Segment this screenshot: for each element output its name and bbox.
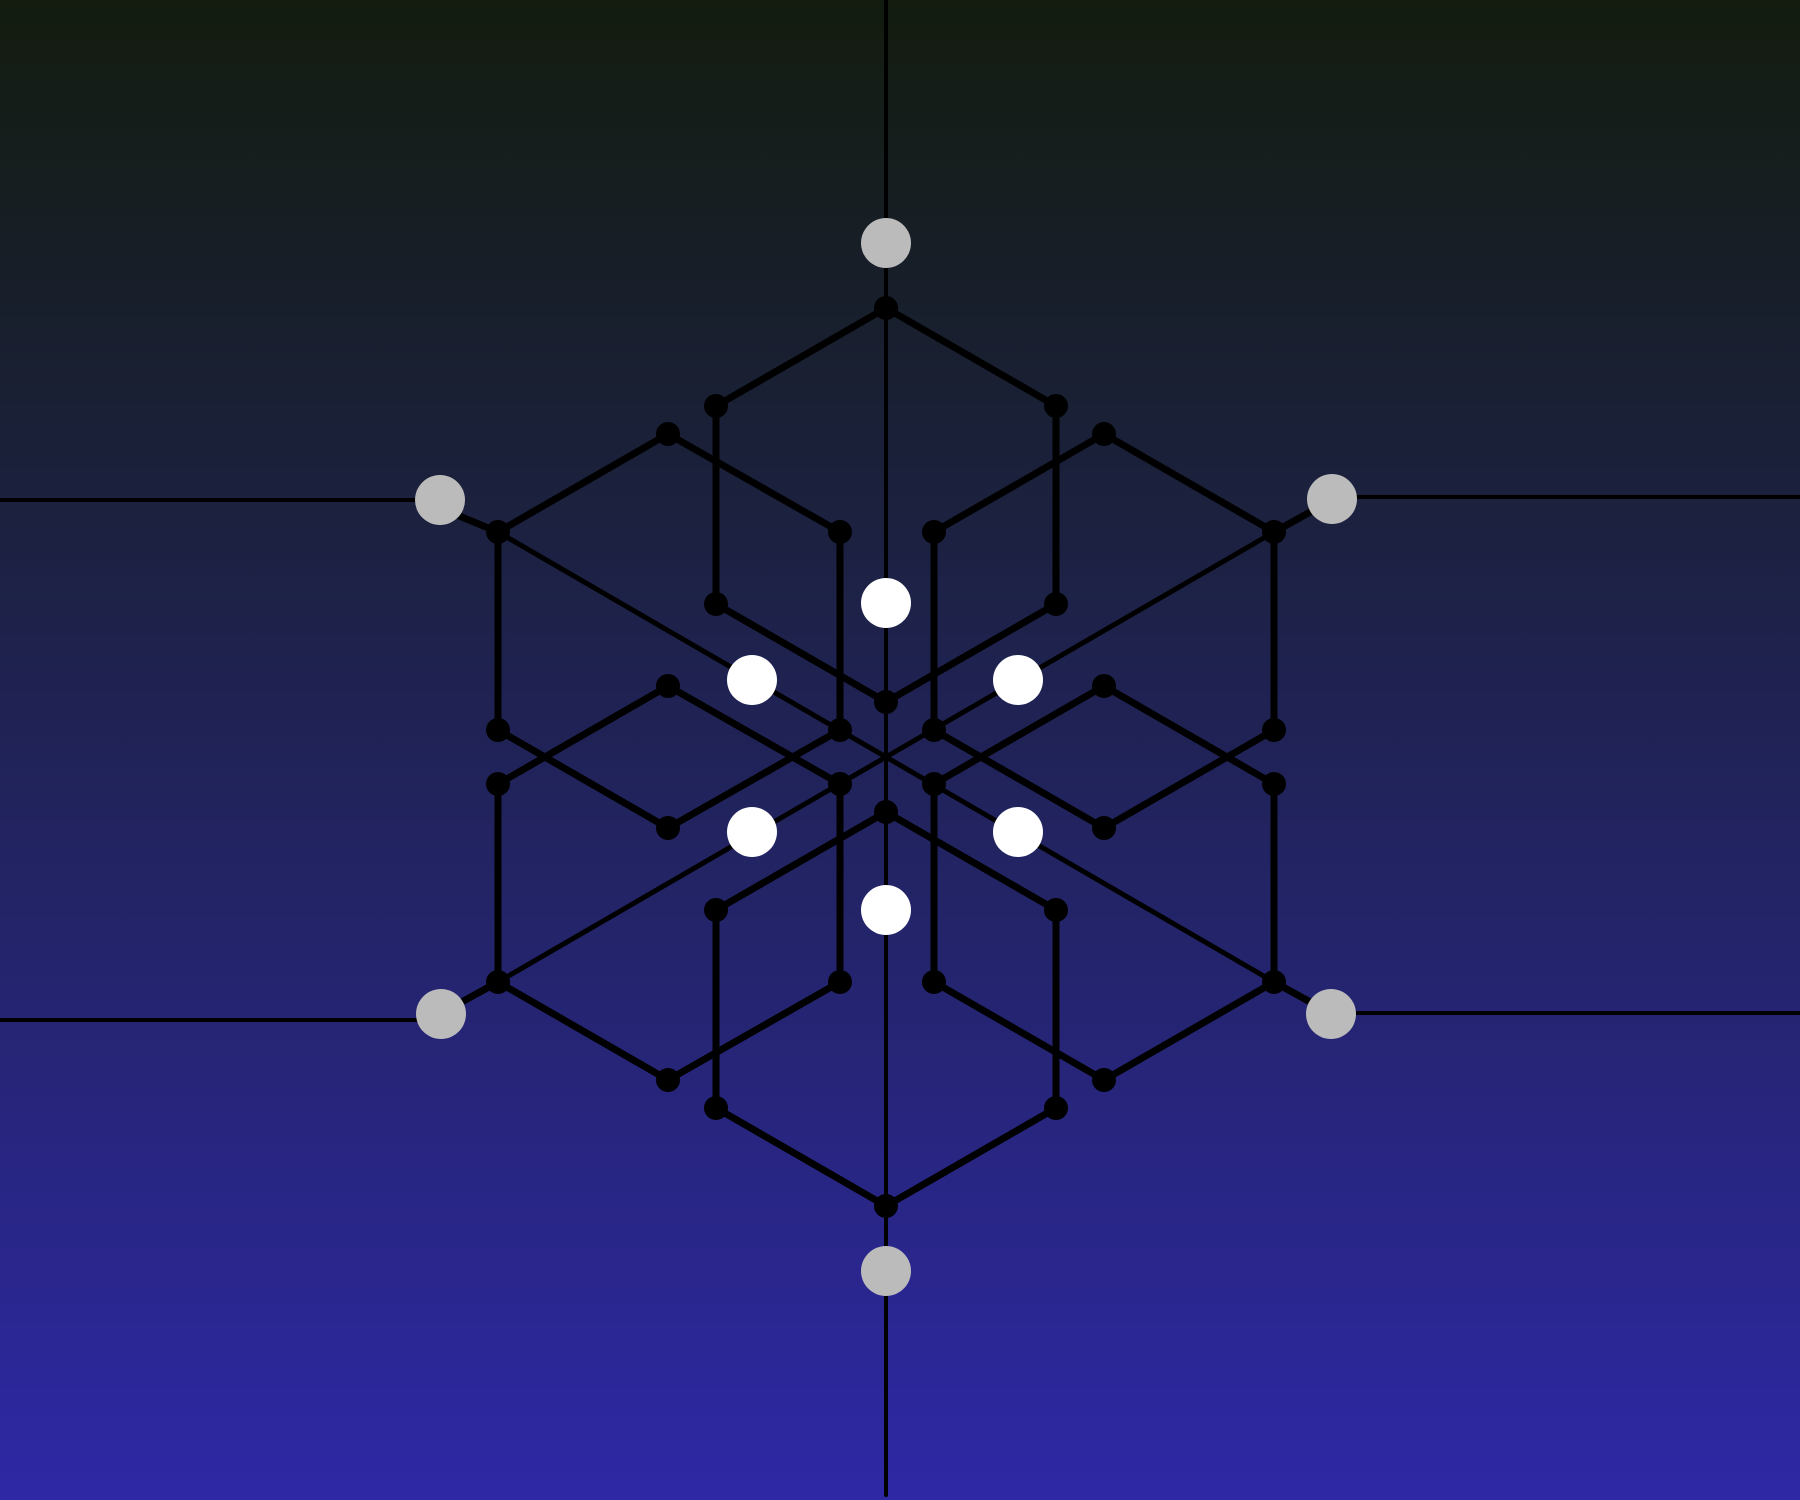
puzzle-diagonal-2: [495, 529, 1277, 985]
anchor-node-2[interactable]: [415, 475, 465, 525]
joint-dot-14: [922, 520, 946, 544]
puzzle-edge-5: [712, 600, 890, 706]
joint-dot-9: [828, 520, 852, 544]
joint-dot-26: [922, 772, 946, 796]
anchor-node-1[interactable]: [861, 218, 911, 268]
center-marker-node-2[interactable]: [727, 655, 777, 705]
puzzle-edges: [436, 304, 1336, 1210]
joint-dot-13: [1092, 422, 1116, 446]
puzzle-edge-31: [712, 808, 890, 914]
joint-dot-28: [922, 970, 946, 994]
joint-dot-20: [486, 772, 510, 796]
joint-dot-5: [1044, 592, 1068, 616]
joint-dot-33: [1044, 898, 1068, 922]
joint-dot-4: [704, 592, 728, 616]
joint-dot-12: [656, 816, 680, 840]
joint-dot-8: [486, 520, 510, 544]
puzzle-edge-23: [494, 978, 672, 1084]
joint-dot-1: [874, 296, 898, 320]
anchor-node-5[interactable]: [1306, 989, 1356, 1039]
puzzle-joints: [486, 296, 1286, 1218]
joint-dot-21: [828, 772, 852, 796]
joint-dot-27: [1262, 772, 1286, 796]
joint-dot-3: [1044, 394, 1068, 418]
puzzle-edge-29: [930, 978, 1108, 1084]
puzzle-edge-32: [882, 808, 1060, 914]
outer-anchor-nodes: [415, 218, 1357, 1296]
puzzle-edge-25: [930, 682, 1108, 788]
puzzle-edge-14: [1100, 430, 1278, 536]
joint-dot-32: [704, 898, 728, 922]
anchor-node-6[interactable]: [861, 1246, 911, 1296]
puzzle-edge-17: [930, 726, 1108, 832]
joint-dot-6: [874, 690, 898, 714]
puzzle-edge-6: [882, 600, 1060, 706]
joint-dot-23: [828, 970, 852, 994]
joint-dot-24: [656, 1068, 680, 1092]
center-marker-node-1[interactable]: [861, 578, 911, 628]
center-marker-node-5[interactable]: [993, 807, 1043, 857]
puzzle-edge-1: [712, 304, 890, 410]
joint-dot-15: [1262, 520, 1286, 544]
anchor-node-3[interactable]: [1307, 474, 1357, 524]
joint-dot-18: [1092, 816, 1116, 840]
center-marker-node-4[interactable]: [727, 807, 777, 857]
joint-dot-2: [704, 394, 728, 418]
puzzle-edge-7: [494, 430, 672, 536]
joint-dot-30: [1092, 1068, 1116, 1092]
joint-dot-11: [828, 718, 852, 742]
puzzle-edge-11: [494, 726, 672, 832]
puzzle-edge-35: [712, 1104, 890, 1210]
center-marker-node-3[interactable]: [993, 655, 1043, 705]
puzzle-edge-24: [664, 978, 844, 1084]
joint-dot-34: [704, 1096, 728, 1120]
puzzle-edge-8: [664, 430, 844, 536]
joint-dot-22: [486, 970, 510, 994]
joint-dot-36: [874, 1194, 898, 1218]
joint-dot-17: [1262, 718, 1286, 742]
puzzle-edge-12: [664, 726, 844, 832]
joint-dot-7: [656, 422, 680, 446]
joint-dot-25: [1092, 674, 1116, 698]
joint-dot-16: [922, 718, 946, 742]
center-marker-node-6[interactable]: [861, 885, 911, 935]
joint-dot-35: [1044, 1096, 1068, 1120]
puzzle-edge-20: [664, 682, 844, 788]
anchor-node-4[interactable]: [416, 989, 466, 1039]
puzzle-edge-19: [494, 682, 672, 788]
center-marker-nodes: [727, 578, 1043, 935]
puzzle-edge-30: [1100, 978, 1278, 1084]
joint-dot-19: [656, 674, 680, 698]
joint-dot-29: [1262, 970, 1286, 994]
puzzle-edge-2: [882, 304, 1060, 410]
puzzle-edge-26: [1100, 682, 1278, 788]
puzzle-edge-36: [882, 1104, 1060, 1210]
puzzle-edge-13: [930, 430, 1108, 536]
puzzle-edge-18: [1100, 726, 1278, 832]
joint-dot-31: [874, 800, 898, 824]
joint-dot-10: [486, 718, 510, 742]
